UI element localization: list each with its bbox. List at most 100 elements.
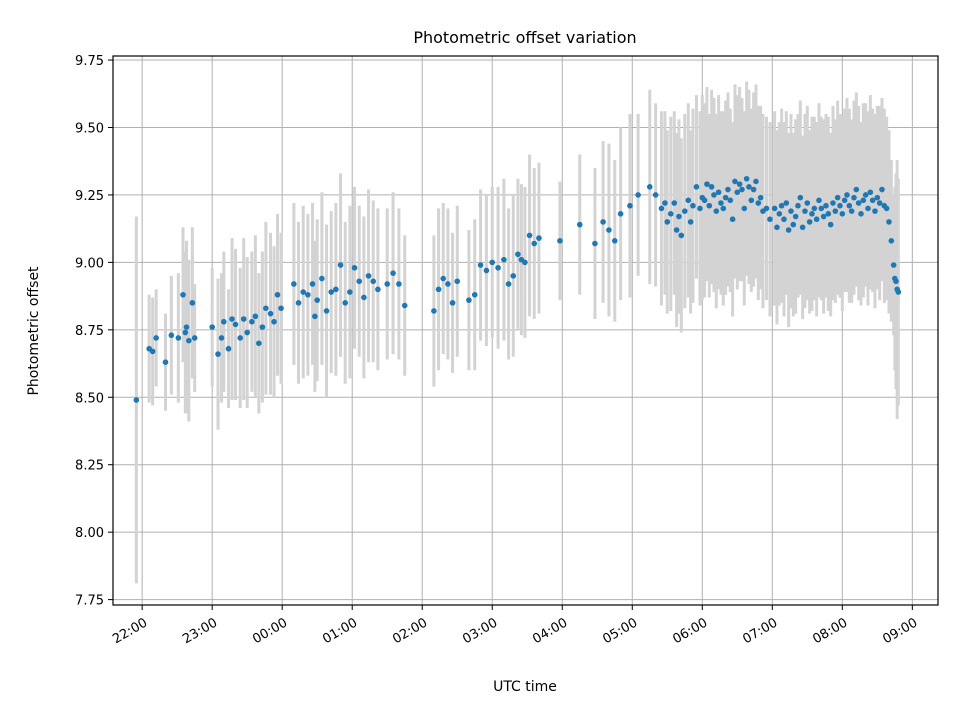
data-point bbox=[305, 291, 311, 298]
data-point bbox=[706, 202, 713, 209]
data-point bbox=[872, 208, 878, 214]
data-point bbox=[846, 202, 853, 209]
data-point bbox=[685, 197, 692, 204]
data-point bbox=[816, 197, 822, 204]
y-tick-label: 9.25 bbox=[75, 189, 104, 204]
y-tick-label: 8.25 bbox=[75, 459, 104, 474]
data-point bbox=[893, 278, 899, 285]
data-point bbox=[858, 211, 864, 217]
data-point bbox=[776, 211, 783, 217]
data-point bbox=[797, 194, 804, 201]
y-tick-label: 9.75 bbox=[75, 54, 104, 69]
y-tick-label: 8.75 bbox=[75, 324, 104, 339]
data-point bbox=[806, 219, 813, 225]
data-point bbox=[825, 211, 832, 217]
data-point bbox=[347, 289, 353, 295]
data-point bbox=[337, 262, 344, 268]
data-point bbox=[820, 213, 827, 220]
data-point bbox=[652, 192, 659, 198]
data-point bbox=[627, 202, 633, 209]
data-point bbox=[477, 262, 484, 268]
data-point bbox=[662, 200, 668, 206]
y-tick-label: 8.00 bbox=[75, 526, 104, 541]
data-point bbox=[375, 286, 381, 293]
data-point bbox=[592, 240, 598, 247]
data-point bbox=[874, 194, 881, 201]
data-point bbox=[848, 208, 855, 214]
data-point bbox=[263, 305, 269, 312]
data-point bbox=[646, 184, 653, 190]
data-point bbox=[440, 275, 447, 282]
data-point bbox=[746, 184, 752, 190]
data-point bbox=[221, 318, 227, 325]
data-point bbox=[860, 197, 867, 204]
data-point bbox=[237, 335, 243, 341]
data-point bbox=[229, 316, 235, 322]
data-point bbox=[715, 189, 722, 196]
data-point bbox=[757, 194, 764, 201]
data-point bbox=[149, 348, 156, 355]
data-point bbox=[711, 192, 717, 198]
data-point bbox=[834, 194, 841, 201]
data-point bbox=[536, 235, 542, 241]
data-point bbox=[635, 192, 641, 198]
data-point bbox=[370, 278, 377, 285]
data-point bbox=[186, 337, 192, 344]
data-point bbox=[351, 264, 358, 271]
data-point bbox=[708, 184, 715, 190]
data-point bbox=[314, 297, 321, 303]
y-axis-label: Photometric offset bbox=[26, 266, 42, 396]
data-point bbox=[191, 335, 198, 341]
x-axis-label: UTC time bbox=[493, 679, 557, 695]
data-point bbox=[888, 237, 895, 244]
data-point bbox=[788, 208, 794, 214]
data-point bbox=[489, 259, 496, 266]
data-point bbox=[799, 224, 806, 231]
data-point bbox=[232, 321, 239, 328]
data-point bbox=[291, 281, 297, 287]
data-point bbox=[256, 340, 262, 347]
data-point bbox=[249, 318, 255, 325]
data-point bbox=[813, 216, 820, 223]
data-point bbox=[690, 202, 696, 209]
data-point bbox=[676, 213, 682, 220]
data-point bbox=[771, 205, 778, 212]
data-point bbox=[356, 278, 363, 285]
data-point bbox=[827, 221, 834, 228]
data-point bbox=[697, 205, 703, 212]
data-point bbox=[841, 197, 848, 204]
data-point bbox=[681, 208, 688, 214]
data-point bbox=[225, 345, 232, 352]
data-point bbox=[384, 281, 391, 287]
data-point bbox=[774, 224, 780, 231]
data-point bbox=[713, 208, 720, 214]
data-point bbox=[671, 200, 678, 206]
data-point bbox=[182, 329, 189, 336]
data-point bbox=[792, 213, 799, 220]
data-point bbox=[168, 332, 175, 339]
data-point bbox=[818, 205, 825, 212]
data-point bbox=[319, 275, 325, 282]
data-point bbox=[454, 278, 461, 285]
data-point bbox=[729, 216, 736, 223]
data-point bbox=[785, 227, 792, 233]
data-point bbox=[300, 289, 307, 295]
data-point bbox=[763, 205, 770, 212]
data-point bbox=[271, 318, 277, 325]
data-point bbox=[734, 189, 741, 196]
data-point bbox=[557, 237, 563, 244]
data-point bbox=[727, 197, 734, 204]
data-point bbox=[328, 289, 335, 295]
data-point bbox=[704, 181, 710, 187]
data-point bbox=[295, 300, 302, 306]
data-point bbox=[611, 237, 618, 244]
data-point bbox=[218, 335, 225, 341]
data-point bbox=[133, 397, 140, 403]
data-point bbox=[853, 186, 860, 193]
data-point bbox=[180, 291, 186, 298]
chart-title: Photometric offset variation bbox=[413, 28, 636, 47]
data-point bbox=[876, 200, 883, 206]
data-point bbox=[725, 186, 731, 193]
data-point bbox=[501, 256, 507, 263]
